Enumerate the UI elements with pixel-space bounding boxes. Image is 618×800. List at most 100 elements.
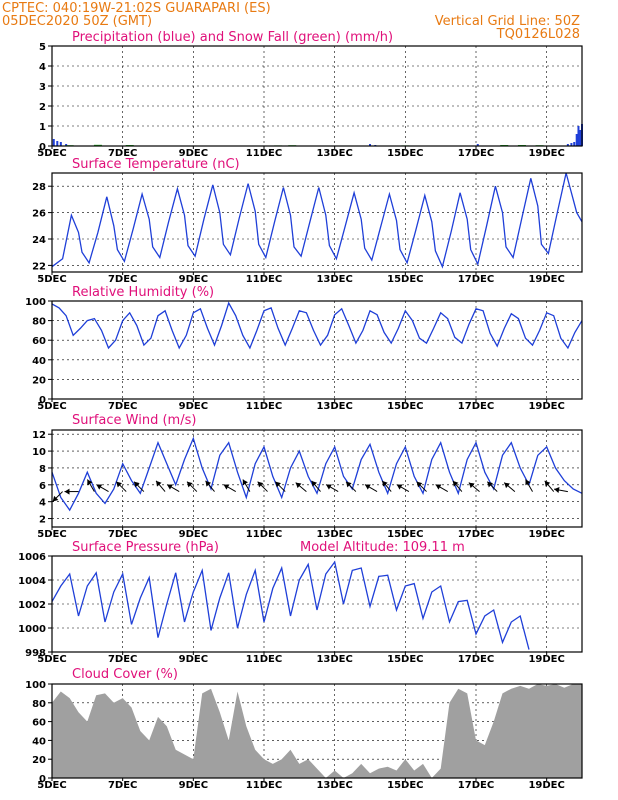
wind-arrow bbox=[452, 480, 463, 492]
wind-arrow-head bbox=[186, 481, 193, 488]
x-tick-label: 11DEC bbox=[246, 529, 282, 540]
wind-arrow-head bbox=[275, 481, 281, 488]
x-tick-label: 5DEC bbox=[37, 401, 66, 412]
x-tick-label: 9DEC bbox=[179, 780, 208, 791]
y-tick-label: 1006 bbox=[18, 552, 46, 563]
precip-bar bbox=[577, 126, 580, 146]
y-tick-label: 2 bbox=[39, 102, 46, 113]
wind-arrow bbox=[205, 480, 215, 492]
wind-arrow bbox=[553, 487, 568, 493]
wind-arrow bbox=[64, 488, 79, 495]
wind-arrow bbox=[525, 479, 533, 492]
x-tick-label: 11DEC bbox=[246, 654, 282, 665]
x-tick-label: 9DEC bbox=[179, 274, 208, 285]
wind-arrow-head bbox=[116, 481, 122, 488]
wind-arrow-head bbox=[452, 480, 459, 487]
y-tick-label: 0 bbox=[39, 774, 46, 785]
x-tick-label: 15DEC bbox=[387, 401, 423, 412]
wind-arrow bbox=[345, 481, 357, 492]
x-tick-label: 7DEC bbox=[108, 654, 137, 665]
panel-title-pressure: Surface Pressure (hPa) bbox=[72, 540, 219, 555]
y-tick-label: 1 bbox=[39, 122, 46, 133]
x-tick-label: 7DEC bbox=[108, 274, 137, 285]
wind-arrow-head bbox=[504, 482, 510, 489]
y-tick-label: 24 bbox=[32, 235, 46, 246]
wind-arrow bbox=[155, 480, 166, 492]
x-tick-label: 15DEC bbox=[387, 529, 423, 540]
x-tick-label: 19DEC bbox=[528, 529, 564, 540]
y-tick-label: 998 bbox=[25, 648, 46, 659]
wind-arrow-head bbox=[311, 480, 318, 487]
y-tick-label: 22 bbox=[32, 261, 46, 272]
wind-arrow-head bbox=[525, 479, 531, 486]
x-tick-label: 13DEC bbox=[316, 148, 352, 159]
wind-arrow bbox=[242, 479, 251, 492]
precip-bar bbox=[573, 142, 576, 146]
precip-bar bbox=[575, 134, 578, 146]
x-tick-label: 11DEC bbox=[246, 274, 282, 285]
wind-arrow bbox=[468, 482, 480, 492]
precip-bar bbox=[369, 144, 371, 146]
y-tick-label: 100 bbox=[25, 680, 46, 691]
wind-arrow-head bbox=[435, 484, 442, 490]
panel-precipitation: Precipitation (blue) and Snow Fall (gree… bbox=[37, 30, 583, 159]
x-tick-label: 17DEC bbox=[458, 529, 494, 540]
x-tick-label: 13DEC bbox=[316, 529, 352, 540]
wind-arrow-head bbox=[96, 484, 103, 490]
y-tick-label: 40 bbox=[32, 356, 46, 367]
y-tick-label: 60 bbox=[32, 718, 46, 729]
x-tick-label: 17DEC bbox=[458, 401, 494, 412]
wind-arrow-head bbox=[544, 480, 551, 487]
x-tick-label: 9DEC bbox=[179, 148, 208, 159]
y-tick-label: 4 bbox=[39, 498, 46, 509]
wind-arrow bbox=[186, 481, 198, 492]
y-tick-label: 0 bbox=[39, 395, 46, 406]
x-tick-label: 9DEC bbox=[179, 654, 208, 665]
x-tick-label: 7DEC bbox=[108, 401, 137, 412]
x-tick-label: 9DEC bbox=[179, 401, 208, 412]
header-code: TQ0126L028 bbox=[496, 27, 580, 42]
wind-arrow-head bbox=[396, 484, 403, 490]
wind-arrow bbox=[115, 481, 127, 492]
wind-arrow bbox=[325, 484, 339, 493]
x-tick-label: 7DEC bbox=[108, 780, 137, 791]
wind-arrow bbox=[364, 484, 378, 493]
panel-title-temperature: Surface Temperature (nC) bbox=[72, 157, 240, 172]
plot-frame bbox=[51, 300, 583, 400]
wind-arrow-head bbox=[156, 480, 162, 487]
wind-arrow bbox=[486, 481, 498, 492]
wind-arrow bbox=[295, 482, 307, 492]
wind-arrow bbox=[86, 479, 95, 492]
panel-title-wind: Surface Wind (m/s) bbox=[72, 413, 196, 428]
y-tick-label: 12 bbox=[32, 430, 46, 441]
y-tick-label: 40 bbox=[32, 736, 46, 747]
x-tick-label: 5DEC bbox=[37, 654, 66, 665]
wind-arrow-head bbox=[257, 481, 264, 488]
wind-arrow bbox=[223, 484, 236, 493]
wind-arrow-head bbox=[364, 484, 371, 490]
x-tick-label: 11DEC bbox=[246, 780, 282, 791]
precip-bar bbox=[570, 143, 573, 146]
wind-arrow-head bbox=[295, 482, 302, 489]
x-tick-label: 13DEC bbox=[316, 401, 352, 412]
x-tick-label: 17DEC bbox=[458, 654, 494, 665]
header-date: 05DEC2020 50Z (GMT) bbox=[2, 14, 152, 29]
wind-arrow bbox=[544, 480, 555, 492]
panel-title-precipitation: Precipitation (blue) and Snow Fall (gree… bbox=[72, 30, 393, 45]
y-tick-label: 3 bbox=[39, 82, 46, 93]
wind-arrow-head bbox=[64, 488, 70, 495]
wind-arrow-head bbox=[416, 481, 423, 488]
wind-arrow-head bbox=[223, 484, 230, 490]
x-tick-label: 15DEC bbox=[387, 780, 423, 791]
x-tick-label: 17DEC bbox=[458, 274, 494, 285]
plot-frame bbox=[51, 683, 583, 779]
precip-bar bbox=[59, 142, 62, 146]
wind-arrow-head bbox=[468, 482, 475, 489]
y-tick-label: 80 bbox=[32, 699, 46, 710]
wind-arrow-head bbox=[242, 479, 248, 486]
panel-title-cloud-cover: Cloud Cover (%) bbox=[72, 667, 178, 682]
wind-arrow bbox=[381, 480, 392, 492]
y-tick-label: 60 bbox=[32, 336, 46, 347]
plot-frame bbox=[51, 555, 583, 653]
wind-arrow-head bbox=[133, 481, 140, 488]
